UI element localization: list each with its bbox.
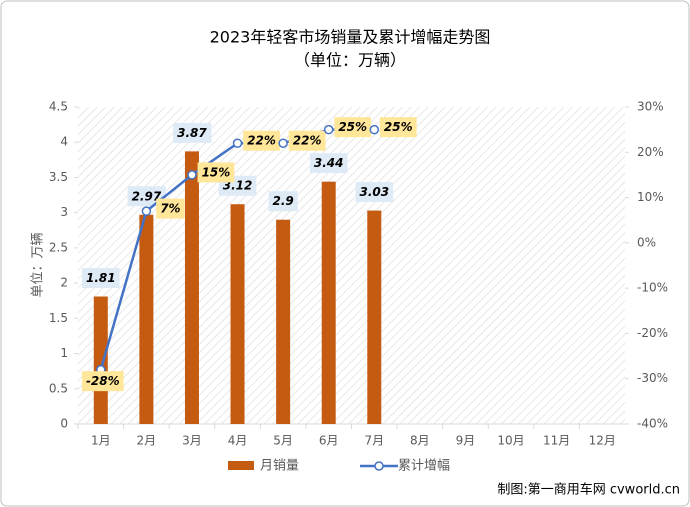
x-tick-label: 8月 [410,434,430,448]
x-tick-label: 7月 [364,434,384,448]
x-tick-label: 9月 [456,434,476,448]
data-label: 25% [384,120,413,134]
data-label: 22% [247,134,276,148]
line-marker [278,138,288,148]
x-tick-label: 6月 [319,434,339,448]
y2-tick-label: 0% [637,235,656,249]
legend-label: 累计增幅 [398,459,450,474]
line-marker [323,124,334,135]
y2-tick-label: -30% [637,371,668,385]
bar [93,296,108,424]
y-tick-label: 3 [60,205,68,219]
data-label-bg [156,198,185,219]
y2-tick-label: 20% [637,145,664,159]
y2-tick-label: 10% [637,190,664,204]
bar [139,214,154,424]
data-label: 3.44 [314,156,344,170]
data-label: 3.87 [177,126,207,140]
data-label-bg [355,182,394,203]
data-label-bg [309,153,348,174]
data-label-bg [379,117,417,138]
bar [276,219,291,424]
data-label-bg [197,162,235,183]
data-label: 2.9 [272,194,293,208]
bar [230,204,245,424]
data-label-bg [268,191,298,212]
chart-title: 2023年轻客市场销量及累计增幅走势图 [210,28,491,47]
line-marker [232,138,243,148]
data-label: 1.81 [86,271,116,285]
data-label-bg [81,267,120,288]
y-tick-label: 0 [60,417,68,431]
data-label-bg [243,130,280,151]
legend-swatch [374,461,384,471]
bar [321,181,336,424]
y2-tick-label: -10% [637,281,668,295]
data-label: 22% [293,134,322,148]
y-tick-label: 2 [60,276,68,290]
legend-swatch [228,461,254,470]
data-label: 3.03 [359,185,389,199]
x-tick-label: 3月 [182,434,202,448]
data-label-bg [173,122,212,143]
y-tick-label: 4 [60,135,68,149]
data-label: 15% [202,165,231,179]
legend-label: 月销量 [260,459,299,474]
x-tick-label: 5月 [273,434,293,448]
data-label: -28% [86,374,120,388]
y-tick-label: 0.5 [49,381,68,395]
x-tick-label: 12月 [589,434,616,448]
x-tick-label: 2月 [137,434,157,448]
data-label-bg [334,117,372,138]
data-label: 7% [160,202,180,216]
y-tick-label: 1 [60,346,68,360]
y2-tick-label: 30% [637,100,664,114]
y-tick-label: 2.5 [49,240,68,254]
y-tick-label: 4.5 [49,100,68,114]
line-marker [369,124,380,135]
x-tick-label: 1月 [91,434,111,448]
x-tick-label: 4月 [228,434,248,448]
line-marker [141,206,152,216]
bar [367,210,382,424]
data-label-bg [288,130,326,151]
source: 制图:第一商用车网 cvworld.cn [497,482,680,498]
bar [184,151,199,424]
line-marker [187,170,197,180]
plot-area [78,107,625,424]
x-tick-label: 10月 [497,434,524,448]
data-label: 2.97 [132,189,162,203]
data-label: 25% [338,120,367,134]
y-tick-label: 1.5 [49,311,68,325]
y2-tick-label: -20% [637,326,668,340]
y2-tick-label: -40% [637,417,668,431]
x-tick-label: 11月 [543,434,570,448]
y-tick-label: 3.5 [49,170,68,184]
y-axis-label: 单位：万辆 [31,232,46,297]
chart-subtitle: （单位：万辆） [294,51,406,70]
data-label-bg [81,371,124,392]
